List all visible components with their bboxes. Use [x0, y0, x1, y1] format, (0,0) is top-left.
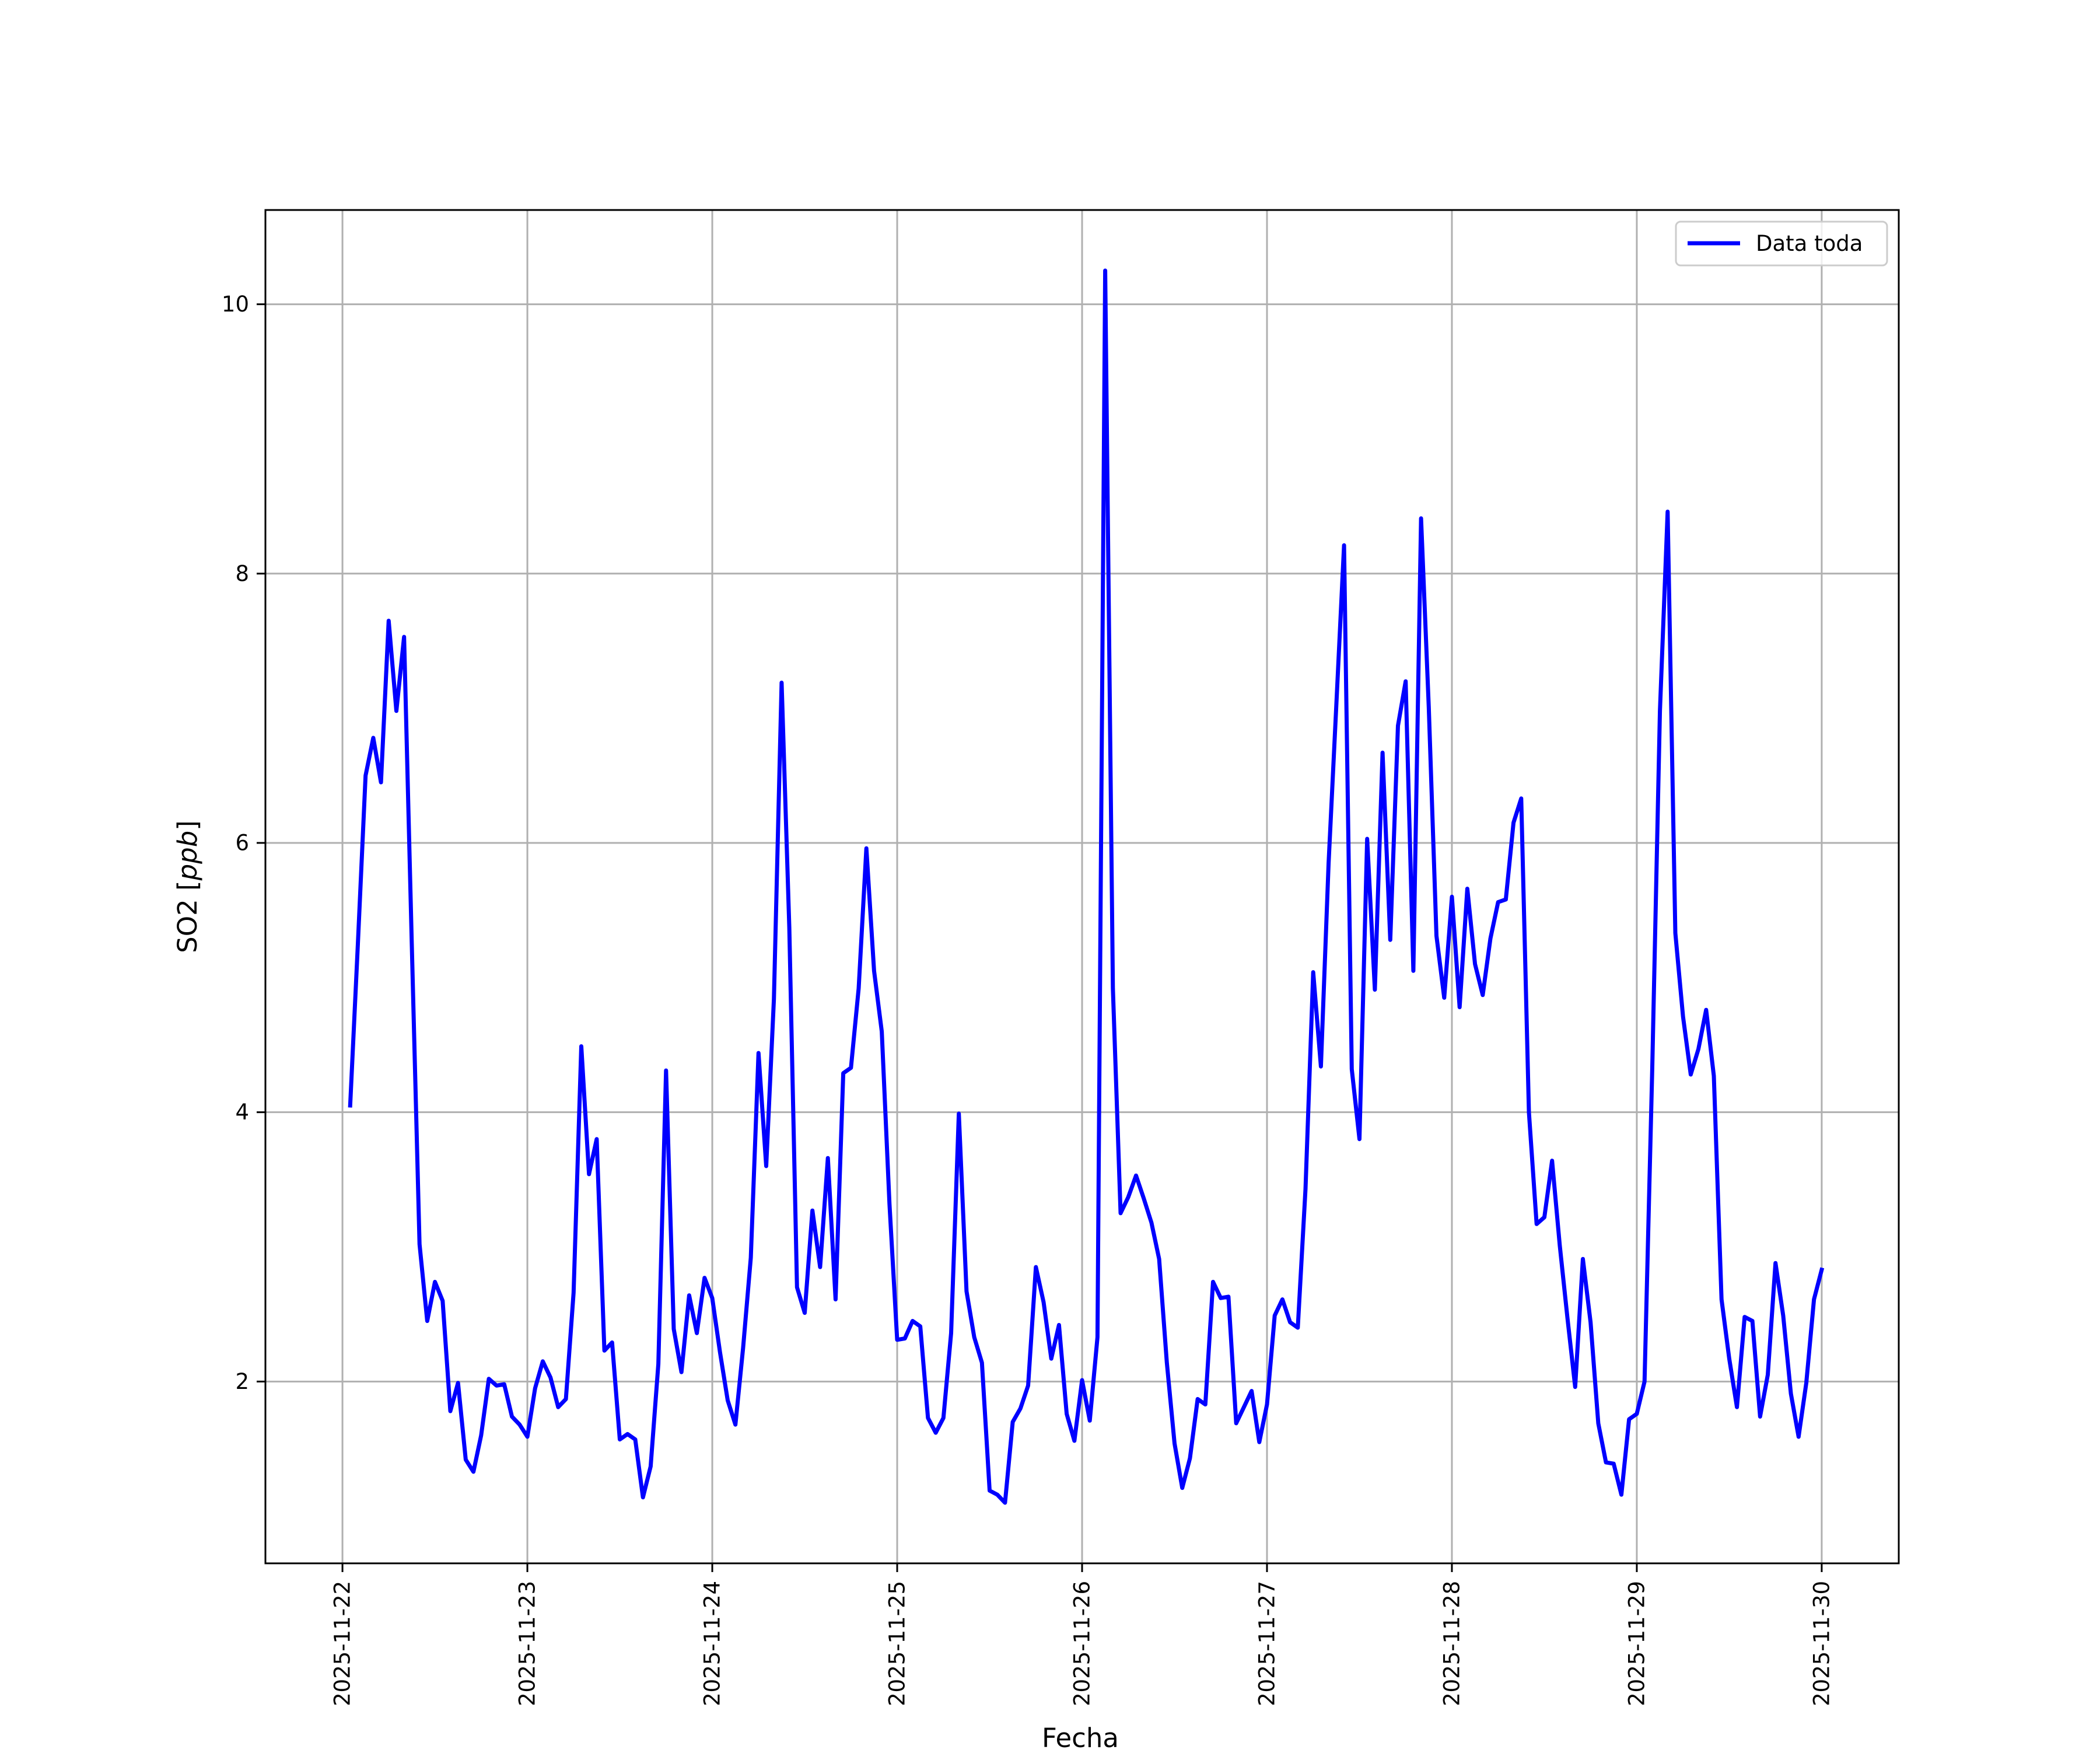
x-tick-label-0: 2025-11-22 — [330, 1581, 355, 1706]
y-tick-label-2: 6 — [235, 830, 249, 855]
y-axis-label: SO2 [ppb] — [172, 820, 203, 953]
x-tick-label-4: 2025-11-26 — [1070, 1581, 1095, 1706]
legend-frame — [1675, 220, 1888, 267]
y-axis-label-unit: ppb — [172, 831, 203, 881]
legend-label-data-toda: Data toda — [1756, 231, 1863, 256]
y-tick-label-0: 2 — [235, 1369, 249, 1394]
y-tick-label-3: 8 — [235, 561, 249, 586]
y-tick-label-4: 10 — [222, 292, 249, 317]
grid-lines — [265, 210, 1899, 1563]
y-axis-label-close: ] — [172, 820, 203, 831]
y-axis-label-text: SO2 [ — [172, 880, 203, 953]
series-layer — [348, 268, 1825, 1505]
x-tick-label-8: 2025-11-30 — [1809, 1581, 1834, 1706]
y-tick-label-1: 4 — [235, 1100, 249, 1125]
x-tick-label-5: 2025-11-27 — [1254, 1581, 1279, 1706]
x-tick-label-1: 2025-11-23 — [515, 1581, 540, 1706]
x-axis-label: Fecha — [1042, 1723, 1119, 1750]
legend: Data toda — [1675, 220, 1888, 267]
y-axis: 2 4 6 8 10 — [222, 292, 265, 1394]
x-axis: 2025-11-22 2025-11-23 2025-11-24 2025-11-25… — [330, 1563, 1834, 1706]
x-tick-label-6: 2025-11-28 — [1439, 1581, 1464, 1706]
x-tick-label-2: 2025-11-24 — [700, 1581, 725, 1706]
x-tick-label-7: 2025-11-29 — [1624, 1581, 1649, 1706]
series-line-0 — [348, 268, 1825, 1505]
x-tick-label-3: 2025-11-25 — [885, 1581, 910, 1706]
